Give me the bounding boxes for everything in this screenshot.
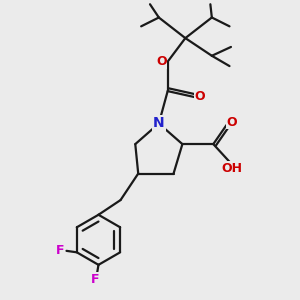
Text: O: O (226, 116, 237, 128)
Text: O: O (195, 91, 206, 103)
Text: F: F (56, 244, 65, 257)
Text: F: F (91, 273, 100, 286)
Text: N: N (153, 116, 165, 130)
Text: OH: OH (221, 162, 242, 175)
Text: O: O (156, 55, 166, 68)
